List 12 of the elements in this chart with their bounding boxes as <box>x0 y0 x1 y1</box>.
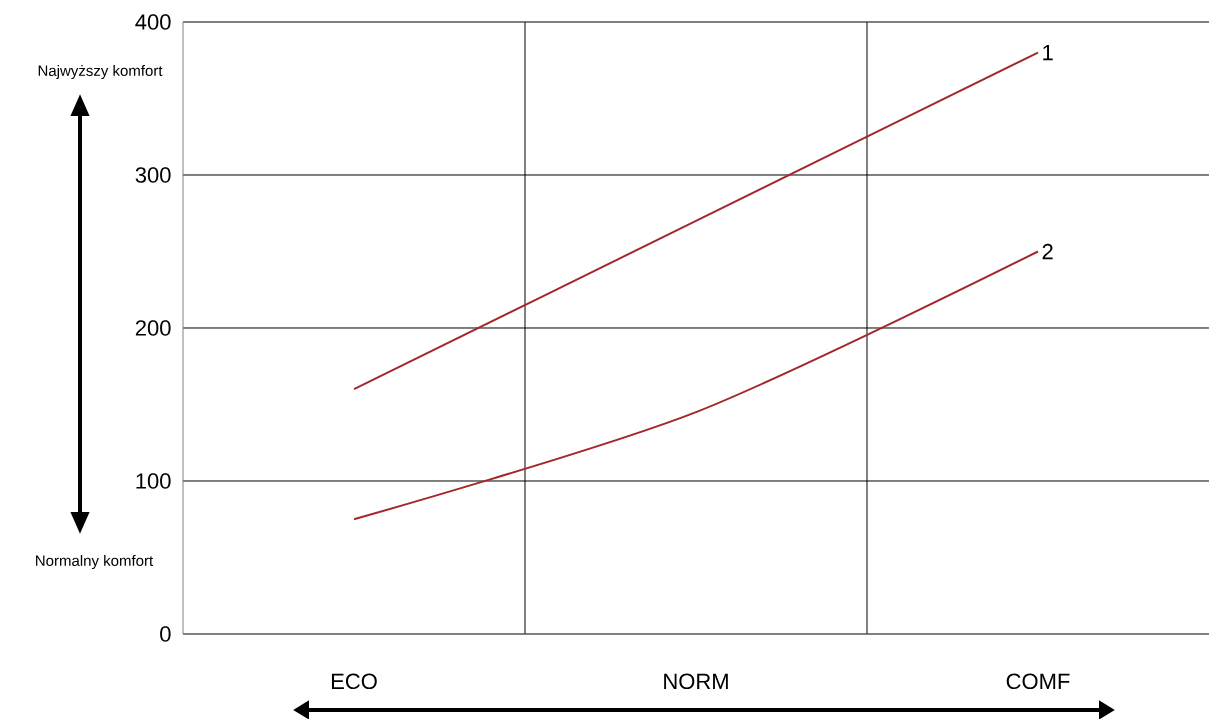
series-label: 1 <box>1043 45 1053 61</box>
x-tick-label: NORM <box>664 673 728 690</box>
y-tick-label: 300 <box>135 167 171 183</box>
series-label: 2 <box>1042 243 1053 260</box>
text: Normalny komfort <box>36 554 154 569</box>
text: Najwyższy komfort <box>38 65 163 79</box>
y-tick-label: 0 <box>160 626 171 642</box>
y-tick-label: 400 <box>135 14 171 30</box>
y-tick-label: 200 <box>135 320 171 336</box>
y-tick-label: 100 <box>136 473 171 489</box>
x-tick-label: COMF <box>1006 673 1070 690</box>
x-tick-label: ECO <box>331 673 377 690</box>
